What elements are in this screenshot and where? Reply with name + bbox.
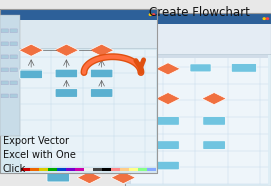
Text: Create Flowchart: Create Flowchart — [149, 6, 250, 19]
Polygon shape — [77, 171, 102, 184]
FancyBboxPatch shape — [91, 89, 113, 97]
FancyBboxPatch shape — [10, 81, 17, 85]
FancyBboxPatch shape — [75, 168, 84, 171]
FancyBboxPatch shape — [102, 168, 111, 171]
FancyBboxPatch shape — [130, 54, 268, 58]
FancyBboxPatch shape — [157, 117, 179, 125]
FancyBboxPatch shape — [48, 168, 57, 171]
FancyBboxPatch shape — [55, 89, 78, 97]
FancyBboxPatch shape — [157, 161, 179, 170]
FancyBboxPatch shape — [1, 68, 8, 72]
FancyBboxPatch shape — [10, 42, 17, 46]
FancyBboxPatch shape — [1, 55, 8, 59]
FancyBboxPatch shape — [0, 20, 157, 48]
FancyBboxPatch shape — [1, 29, 8, 33]
FancyBboxPatch shape — [66, 168, 75, 171]
FancyBboxPatch shape — [129, 168, 138, 171]
FancyBboxPatch shape — [39, 168, 48, 171]
FancyBboxPatch shape — [20, 69, 42, 78]
Polygon shape — [89, 44, 114, 56]
Polygon shape — [156, 63, 180, 75]
Polygon shape — [202, 93, 226, 105]
FancyBboxPatch shape — [125, 58, 131, 184]
FancyBboxPatch shape — [20, 49, 156, 167]
FancyBboxPatch shape — [30, 168, 39, 171]
FancyBboxPatch shape — [21, 168, 30, 171]
FancyBboxPatch shape — [203, 141, 225, 149]
Circle shape — [153, 14, 155, 15]
FancyBboxPatch shape — [10, 68, 17, 72]
Circle shape — [263, 18, 265, 19]
FancyBboxPatch shape — [10, 29, 17, 33]
FancyBboxPatch shape — [125, 13, 271, 186]
FancyBboxPatch shape — [55, 69, 78, 78]
FancyBboxPatch shape — [10, 94, 17, 98]
FancyBboxPatch shape — [125, 24, 271, 54]
Circle shape — [149, 14, 151, 15]
FancyBboxPatch shape — [0, 9, 157, 20]
Circle shape — [266, 18, 269, 19]
FancyBboxPatch shape — [147, 168, 156, 171]
FancyBboxPatch shape — [135, 117, 158, 125]
FancyBboxPatch shape — [10, 55, 17, 59]
FancyBboxPatch shape — [57, 168, 66, 171]
FancyBboxPatch shape — [84, 168, 93, 171]
FancyBboxPatch shape — [93, 168, 102, 171]
Text: Export Vector
Excel with One
Click: Export Vector Excel with One Click — [3, 136, 76, 174]
Polygon shape — [156, 93, 180, 105]
FancyBboxPatch shape — [231, 64, 256, 72]
FancyBboxPatch shape — [125, 13, 271, 24]
FancyBboxPatch shape — [138, 168, 147, 171]
FancyBboxPatch shape — [1, 94, 8, 98]
FancyBboxPatch shape — [130, 58, 268, 184]
FancyBboxPatch shape — [91, 69, 113, 78]
FancyBboxPatch shape — [203, 117, 225, 125]
Polygon shape — [111, 171, 136, 184]
FancyBboxPatch shape — [20, 70, 42, 79]
FancyBboxPatch shape — [157, 141, 179, 149]
FancyBboxPatch shape — [111, 168, 120, 171]
FancyBboxPatch shape — [1, 42, 8, 46]
FancyBboxPatch shape — [120, 168, 129, 171]
FancyBboxPatch shape — [0, 9, 157, 173]
FancyBboxPatch shape — [0, 15, 20, 136]
FancyBboxPatch shape — [1, 81, 8, 85]
FancyBboxPatch shape — [190, 64, 211, 72]
Polygon shape — [19, 44, 43, 56]
Polygon shape — [54, 44, 79, 56]
FancyBboxPatch shape — [47, 173, 69, 182]
